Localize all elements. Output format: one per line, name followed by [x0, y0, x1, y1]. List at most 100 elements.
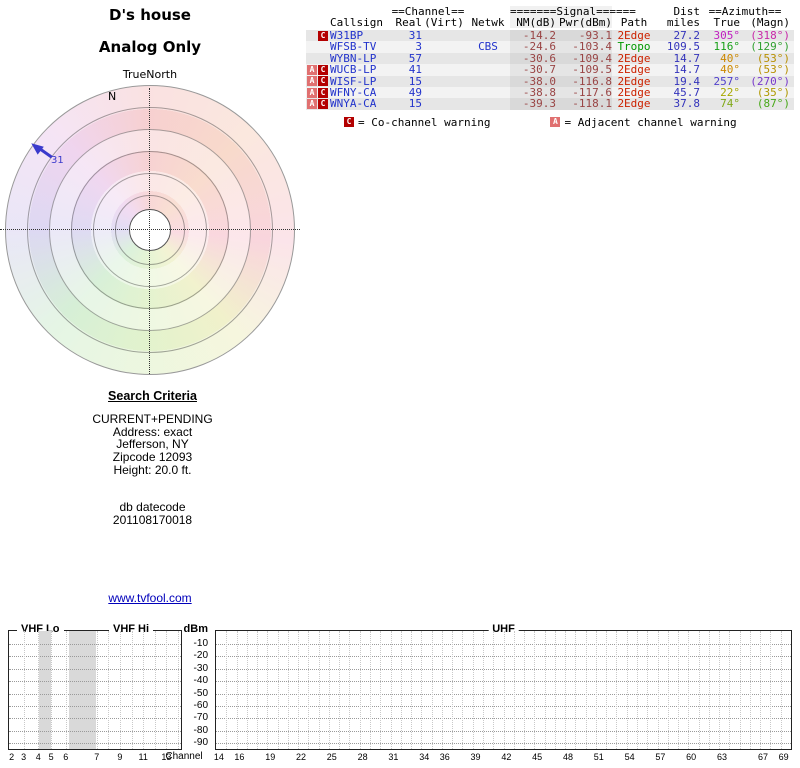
v-gridline — [267, 631, 269, 749]
station-pointer-channel: 31 — [51, 155, 64, 166]
station-row: WYBN-LP 57 -30.6 -109.4 2Edge 14.7 40° (… — [306, 51, 794, 65]
compass-north-label: N — [108, 90, 117, 103]
radar-ring — [27, 107, 273, 353]
y-axis-labels: -10 -20 -30 -40 -50 -60 -70 -80 -90 — [178, 630, 208, 750]
uhf-plot: UHF 14 16 19 22 25 28 31 34 36 39 42 45 48 51 54 57 60 63… — [214, 623, 792, 762]
v-gridline — [119, 631, 121, 749]
channel-tick-label: 28 — [357, 752, 368, 762]
y-tick-label: -10 — [193, 638, 208, 649]
channel-tick-label: 31 — [388, 752, 399, 762]
col-virt: (Virt) — [424, 15, 464, 29]
radar-ring — [49, 129, 251, 331]
v-gridline — [23, 631, 25, 749]
v-gridline — [154, 631, 156, 749]
warning-badges: C — [306, 30, 328, 41]
channel-axis-title: Channel — [165, 751, 203, 762]
col-netwk: Netwk — [471, 15, 505, 29]
v-gridline — [277, 631, 279, 749]
azimuth-group-header: ==Azimuth== — [708, 4, 782, 18]
y-tick-label: -60 — [193, 699, 208, 711]
v-gridline — [131, 631, 133, 749]
station-power: -109.4 — [556, 52, 612, 64]
channel-tick-label: 45 — [532, 752, 543, 762]
v-gridline — [421, 631, 423, 749]
channel-tick-label: 4 — [35, 752, 41, 762]
station-magnetic-azimuth: (53°) — [756, 63, 790, 77]
channel-tick-label: 13 — [161, 752, 172, 762]
search-line-zipcode: Zipcode 12093 — [112, 450, 193, 465]
signal-group-header: =======Signal====== — [510, 4, 636, 18]
v-gridline — [431, 631, 433, 749]
station-real-channel: 41 — [408, 63, 422, 77]
search-line-mode: CURRENT+PENDING — [92, 411, 213, 426]
station-true-azimuth: 257° — [713, 74, 741, 88]
co-channel-badge-icon: C — [318, 99, 328, 110]
station-callsign: WNYA-CA — [330, 97, 377, 111]
station-distance: 14.7 — [673, 51, 701, 65]
search-criteria-section: Search Criteria CURRENT+PENDING Address:… — [40, 390, 265, 526]
v-gridline — [441, 631, 443, 749]
v-gridline — [287, 631, 289, 749]
channel-tick-label: 19 — [265, 752, 276, 762]
v-gridline — [462, 631, 464, 749]
station-distance: 14.7 — [673, 63, 701, 77]
h-gridline — [9, 705, 181, 707]
v-gridline — [636, 631, 638, 749]
channel-tick-label: 14 — [213, 752, 224, 762]
adjacent-channel-badge-icon: A — [307, 87, 317, 98]
v-gridline — [760, 631, 762, 749]
v-gridline — [575, 631, 577, 749]
tvfool-link[interactable]: www.tvfool.com — [108, 591, 192, 605]
v-gridline — [308, 631, 310, 749]
v-gridline — [534, 631, 536, 749]
v-gridline — [51, 631, 53, 749]
station-power: -103.4 — [556, 41, 612, 53]
channel-tick-label: 63 — [716, 752, 728, 762]
radar-section: D's house Analog Only TrueNorth N 31 — [0, 0, 306, 380]
station-magnetic-azimuth: (35°) — [756, 85, 790, 99]
search-criteria-title: Search Criteria — [108, 389, 197, 403]
h-gridline — [9, 730, 181, 732]
channel-tick-label: 34 — [419, 752, 430, 762]
h-gridline — [9, 693, 181, 695]
v-gridline — [390, 631, 392, 749]
h-gridline — [9, 718, 181, 720]
channel-tick-label: 9 — [117, 752, 123, 762]
station-magnetic-azimuth: (87°) — [756, 97, 790, 111]
col-true: True — [713, 15, 741, 29]
station-true-azimuth: 116° — [713, 40, 741, 54]
co-channel-badge-icon: C — [318, 76, 328, 87]
v-gridline — [328, 631, 330, 749]
legend-adjacent-channel-text: = Adjacent channel warning — [564, 115, 737, 129]
v-gridline — [626, 631, 628, 749]
station-true-azimuth: 305° — [713, 29, 741, 42]
channel-group-header: ==Channel== — [391, 4, 465, 18]
v-gridline — [667, 631, 669, 749]
v-gridline — [739, 631, 741, 749]
station-true-azimuth: 22° — [720, 85, 740, 99]
channel-tick-label: 69 — [778, 752, 789, 762]
v-gridline — [166, 631, 168, 749]
fm-band-gap — [69, 631, 96, 749]
y-tick-label: -20 — [193, 650, 208, 662]
station-callsign: WUCB-LP — [330, 63, 377, 77]
v-gridline — [513, 631, 515, 749]
v-gridline — [38, 631, 40, 749]
v-gridline — [708, 631, 710, 749]
v-gridline — [380, 631, 382, 749]
station-real-channel: 57 — [408, 51, 422, 65]
radar-crosshair-vertical — [149, 88, 150, 374]
v-gridline — [595, 631, 597, 749]
radar-ring — [71, 151, 229, 309]
station-callsign: WYBN-LP — [330, 51, 377, 65]
v-gridline — [616, 631, 618, 749]
station-path: Tropo — [617, 40, 651, 54]
station-distance: 27.2 — [673, 29, 701, 42]
adjacent-channel-badge-icon: A — [307, 64, 317, 75]
